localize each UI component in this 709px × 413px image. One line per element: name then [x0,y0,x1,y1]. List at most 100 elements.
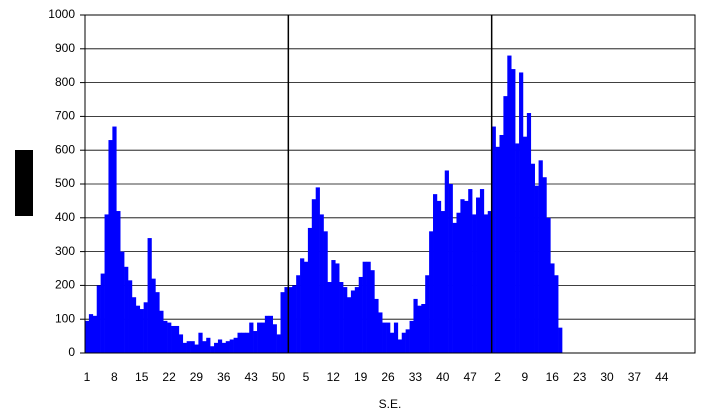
bar [429,231,434,353]
bar [409,320,414,353]
bar [174,325,180,353]
bar [452,222,457,353]
x-tick-label: 22 [162,370,176,384]
bar [362,261,367,353]
bar [425,275,430,353]
x-tick-label: 36 [217,370,231,384]
x-tick-label: 33 [409,370,423,384]
bar [253,331,258,353]
bar [468,189,473,353]
x-tick-label: 44 [655,370,669,384]
x-tick-label: 19 [354,370,368,384]
bar [280,292,285,353]
bar [225,341,230,353]
bar [483,214,489,353]
x-tick-label: 15 [135,370,149,384]
bar [257,322,262,353]
bar [413,298,418,353]
x-tick-label: 16 [546,370,560,384]
bar [296,275,301,353]
bar [135,305,141,353]
bar [358,276,363,353]
x-tick-label: 2 [494,370,501,384]
x-tick-label: 37 [628,370,642,384]
bar [96,285,101,353]
x-tick-label: 43 [245,370,259,384]
bar [229,339,234,353]
x-tick-label: 47 [463,370,477,384]
y-tick-label: 600 [55,142,75,156]
bar [433,194,438,353]
bar [421,303,426,353]
bar [444,170,449,353]
bar [182,342,187,353]
bar [104,214,109,353]
bar [128,280,133,353]
y-tick-label: 400 [55,210,75,224]
bar [85,320,90,353]
bar [323,231,328,353]
bar [147,238,152,353]
bar [370,270,375,353]
bar [245,332,250,353]
bar [534,185,539,353]
bar [495,146,500,353]
bar [350,290,356,353]
y-tick-label: 0 [68,345,75,359]
bar [190,341,195,353]
bar [124,266,129,353]
x-tick-label: 8 [111,370,118,384]
bar [401,332,406,353]
x-tick-label: 12 [327,370,341,384]
bar [382,322,387,353]
bar [288,287,293,353]
bar [530,163,535,353]
bar [186,341,191,353]
bar [515,143,520,353]
bar [397,339,403,353]
bar [460,199,465,353]
bar [366,261,371,353]
bar [171,325,176,353]
bar [163,320,168,353]
bar [112,126,117,353]
bar [417,305,422,353]
bar [546,217,551,353]
bar [479,189,485,353]
bar [284,287,289,353]
x-tick-label: 29 [190,370,204,384]
bar [526,113,532,354]
bar [335,263,340,353]
bar [178,334,184,353]
y-tick-label: 700 [55,109,75,123]
bar [194,344,199,353]
bar [139,309,144,353]
bar [272,324,277,353]
bar [522,136,528,353]
bar [393,322,399,353]
bar [210,346,215,353]
bar [390,332,395,353]
x-tick-label: 30 [600,370,614,384]
bar [167,322,172,353]
plot-frame [84,14,696,354]
bar [464,200,469,353]
bar [448,184,453,353]
bar [120,251,125,353]
bar [151,278,156,353]
bar [88,314,94,353]
x-tick-label: 1 [84,370,91,384]
bar [503,96,508,354]
y-tick-label: 500 [55,176,75,190]
bar [237,332,242,353]
bar [346,297,352,353]
bar [217,339,223,353]
bar [100,273,105,353]
bar [214,342,219,353]
y-tick-label: 800 [55,75,75,89]
bar [276,334,281,353]
bar [343,287,348,353]
bar [436,200,442,353]
x-tick-label: 9 [522,370,529,384]
bar [554,275,559,353]
